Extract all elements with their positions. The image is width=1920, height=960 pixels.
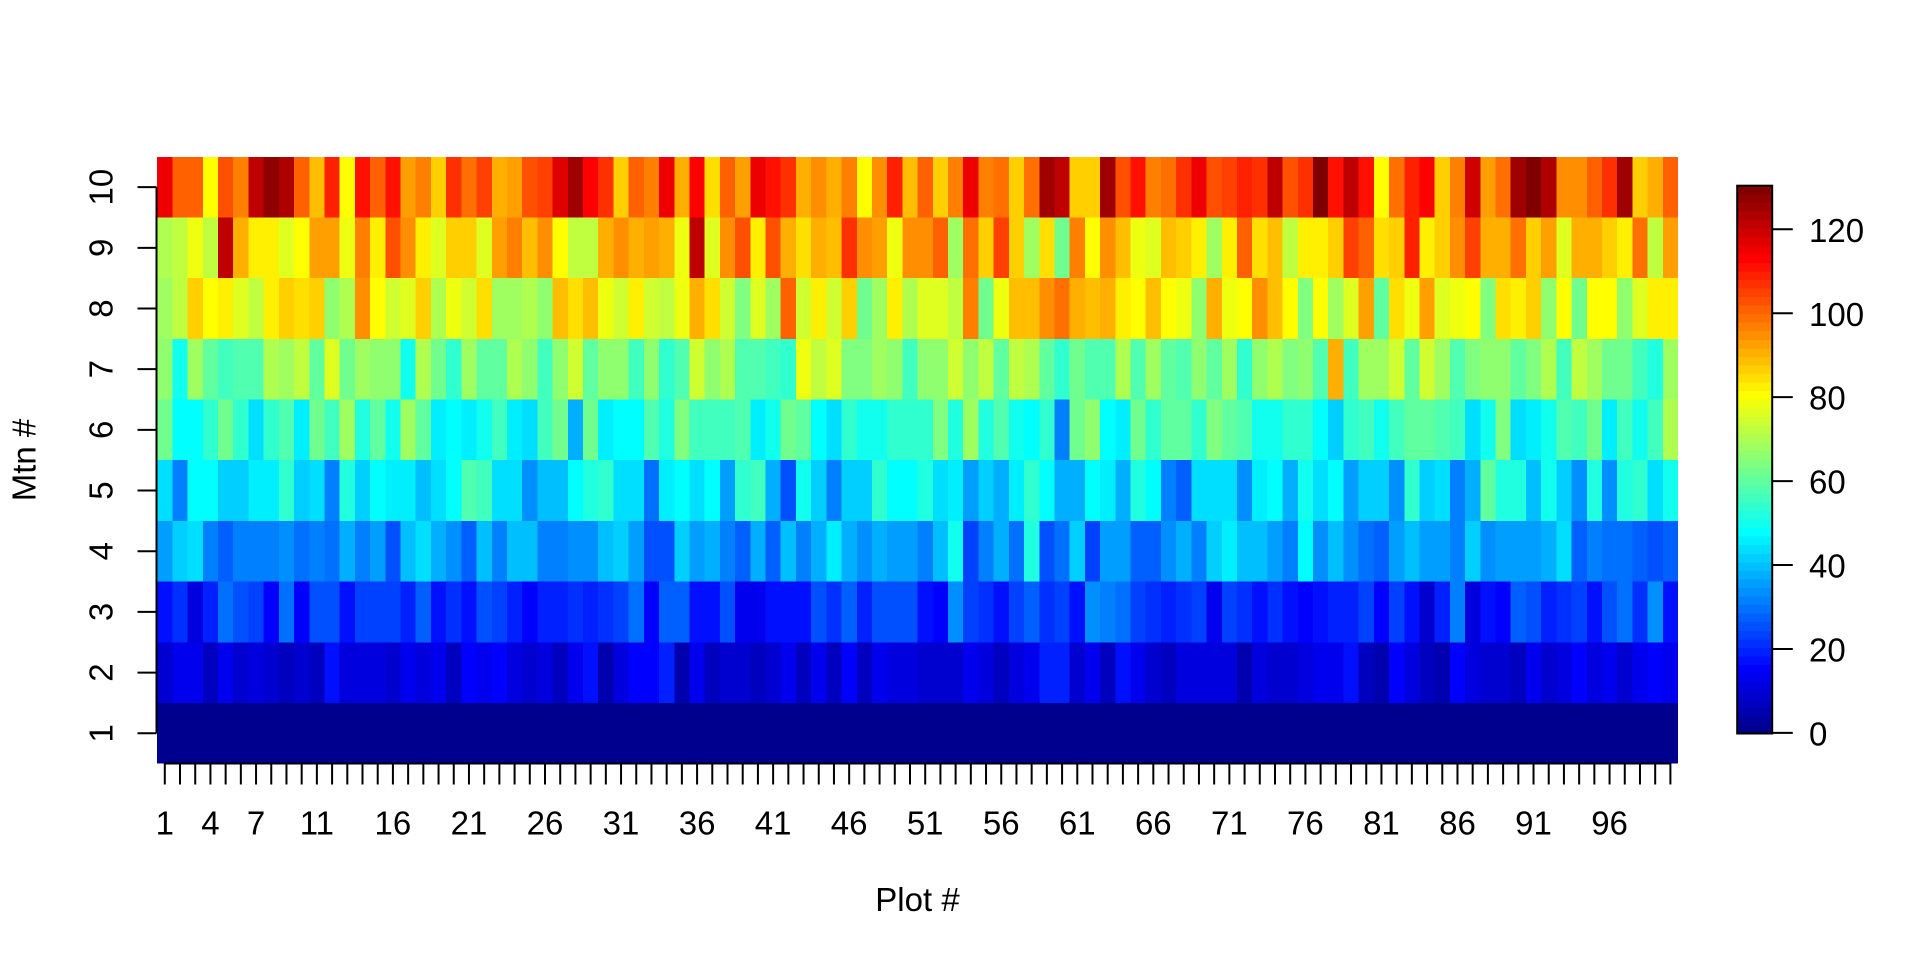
svg-text:26: 26 — [527, 805, 564, 842]
svg-text:Plot #: Plot # — [875, 881, 960, 918]
svg-text:46: 46 — [831, 805, 868, 842]
svg-text:120: 120 — [1809, 212, 1864, 249]
svg-text:16: 16 — [375, 805, 412, 842]
svg-text:4: 4 — [201, 805, 219, 842]
svg-text:81: 81 — [1363, 805, 1400, 842]
svg-text:61: 61 — [1059, 805, 1096, 842]
svg-text:9: 9 — [83, 239, 120, 257]
svg-text:8: 8 — [83, 299, 120, 317]
svg-text:7: 7 — [83, 360, 120, 378]
svg-text:66: 66 — [1135, 805, 1172, 842]
svg-text:41: 41 — [755, 805, 792, 842]
svg-text:10: 10 — [83, 169, 120, 206]
svg-text:4: 4 — [83, 542, 120, 560]
svg-text:1: 1 — [156, 805, 174, 842]
svg-text:1: 1 — [83, 724, 120, 742]
svg-text:80: 80 — [1809, 380, 1846, 417]
svg-text:76: 76 — [1287, 805, 1324, 842]
svg-text:91: 91 — [1515, 805, 1552, 842]
svg-text:21: 21 — [451, 805, 488, 842]
svg-text:31: 31 — [603, 805, 640, 842]
svg-text:71: 71 — [1211, 805, 1248, 842]
svg-text:11: 11 — [300, 805, 334, 842]
svg-text:40: 40 — [1809, 548, 1846, 585]
svg-text:56: 56 — [983, 805, 1020, 842]
svg-text:60: 60 — [1809, 464, 1846, 501]
svg-text:0: 0 — [1809, 716, 1827, 753]
svg-text:5: 5 — [83, 481, 120, 499]
svg-text:2: 2 — [83, 663, 120, 681]
svg-text:86: 86 — [1439, 805, 1476, 842]
svg-text:20: 20 — [1809, 632, 1846, 669]
svg-text:7: 7 — [247, 805, 265, 842]
svg-text:51: 51 — [907, 805, 944, 842]
svg-text:6: 6 — [83, 421, 120, 439]
svg-text:Mtn #: Mtn # — [6, 418, 43, 501]
svg-text:3: 3 — [83, 603, 120, 621]
svg-text:36: 36 — [679, 805, 716, 842]
svg-text:96: 96 — [1591, 805, 1628, 842]
svg-text:100: 100 — [1809, 296, 1864, 333]
